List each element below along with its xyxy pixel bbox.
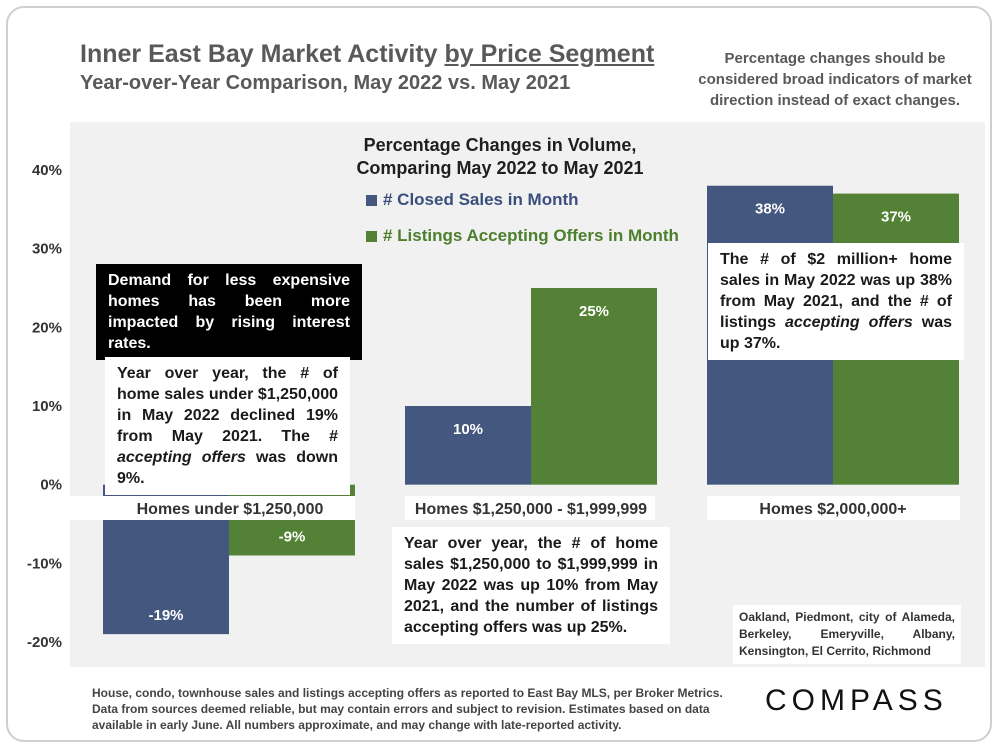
- category-label-bg: [405, 496, 655, 520]
- annotation-low-segment: Year over year, the # of home sales unde…: [105, 357, 350, 495]
- category-label-bg: [50, 496, 355, 520]
- chart-title: Percentage Changes in Volume, Comparing …: [356, 135, 644, 178]
- bar-value-label: 37%: [881, 209, 911, 226]
- annotation-low-tail: was down 9%.: [117, 449, 339, 487]
- caveat-note: Percentage changes should be considered …: [698, 50, 972, 109]
- annotation-demand: Demand for less expensive homes has been…: [96, 264, 362, 360]
- y-tick-label: 0%: [40, 477, 62, 494]
- legend-swatch-closed: [366, 194, 377, 206]
- annotation-low-text: Year over year, the # of home sales unde…: [117, 365, 338, 445]
- title-main-text: Inner East Bay Market Activity: [80, 40, 445, 68]
- annotation-low-emphasis: accepting offers: [117, 449, 246, 466]
- cities-note: Oakland, Piedmont, city of Alameda, Berk…: [733, 605, 961, 664]
- annotation-high-tail: was up 37%.: [720, 314, 953, 352]
- annotation-high-segment: The # of $2 million+ home sales in May 2…: [708, 243, 964, 360]
- y-tick-label: 20%: [32, 319, 62, 336]
- legend-label-closed: # Closed Sales in Month: [383, 190, 579, 209]
- page-subtitle: Year-over-Year Comparison, May 2022 vs. …: [80, 72, 571, 94]
- legend-label-listings: # Listings Accepting Offers in Month: [383, 226, 679, 245]
- y-tick-label: 10%: [32, 398, 62, 415]
- x-category-label: Homes $1,250,000 - $1,999,999: [415, 501, 647, 518]
- bar-listings: [531, 288, 657, 485]
- bar-closed-sales: [405, 406, 531, 485]
- bar-value-label: -19%: [148, 607, 183, 624]
- x-category-label: Homes under $1,250,000: [137, 501, 324, 518]
- bar-value-label: 25%: [579, 303, 609, 320]
- y-tick-label: -20%: [27, 634, 62, 651]
- y-tick-label: 40%: [32, 162, 62, 179]
- compass-logo: COMPASS: [765, 684, 948, 717]
- y-tick-label: 30%: [32, 241, 62, 258]
- legend-closed-sales: # Closed Sales in Month: [366, 190, 579, 210]
- y-tick-label: -10%: [27, 555, 62, 572]
- annotation-mid-segment: Year over year, the # of home sales $1,2…: [392, 527, 670, 644]
- page-title: Inner East Bay Market Activity by Price …: [80, 40, 654, 69]
- legend-listings: # Listings Accepting Offers in Month: [366, 226, 679, 246]
- annotation-high-text: The # of $2 million+ home sales in May 2…: [720, 251, 952, 331]
- bar-value-label: 38%: [755, 201, 785, 218]
- footnote: House, condo, townhouse sales and listin…: [92, 686, 723, 732]
- x-category-label: Homes $2,000,000+: [759, 501, 906, 518]
- bar-value-label: 10%: [453, 421, 483, 438]
- annotation-high-emphasis: accepting offers: [784, 314, 913, 331]
- legend-swatch-listings: [366, 230, 377, 242]
- category-label-bg: [707, 496, 960, 520]
- bar-value-label: -9%: [279, 528, 306, 545]
- title-accent-text: by Price Segment: [444, 40, 655, 68]
